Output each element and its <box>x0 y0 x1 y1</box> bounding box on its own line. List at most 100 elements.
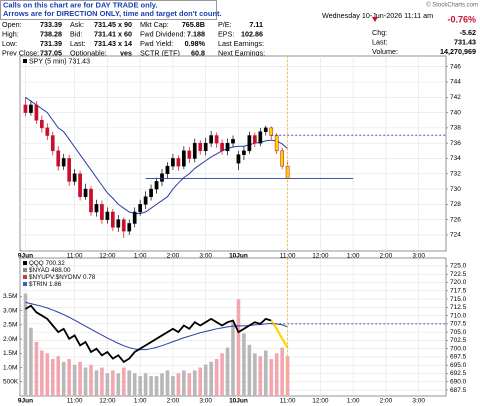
x-tick-label: 9Jun <box>18 398 33 405</box>
candle-body <box>29 104 33 113</box>
y-tick-label: 734 <box>450 155 461 162</box>
stat-label: Volume: <box>372 47 398 56</box>
y-tick-label: 725.0 <box>450 263 467 270</box>
volume-bar <box>143 373 148 396</box>
quote-value: yes <box>120 48 132 57</box>
stat-value: 731.43 <box>454 37 476 46</box>
candle-body <box>220 142 224 152</box>
volume-bar <box>94 370 99 396</box>
change-pct: -0.76% <box>447 14 476 24</box>
y-tick-label: 707.5 <box>450 321 467 328</box>
candle-body <box>252 135 257 144</box>
y-tick-label: 715.0 <box>450 296 467 303</box>
x-tick-label: 11:00 <box>280 253 296 260</box>
legend-swatch <box>23 261 27 265</box>
volume-bar <box>253 353 257 396</box>
volume-tick-label: 3.5M <box>3 293 17 300</box>
volume-tick-label: 2.5M <box>3 322 17 329</box>
notice-box <box>0 0 217 20</box>
quote-label: Bid: <box>70 29 82 38</box>
candle-body <box>160 173 164 182</box>
volume-bar <box>171 376 175 396</box>
y-tick-label: 690.0 <box>450 378 467 385</box>
candle-body <box>258 131 263 144</box>
candle-body <box>105 211 110 220</box>
candle-body <box>78 173 82 197</box>
quote-value: 731.41 x 60 <box>94 29 132 38</box>
volume-bar <box>138 376 142 396</box>
candle-body <box>176 158 181 167</box>
notice-line: Arrows are for DIRECTION ONLY, time and … <box>3 9 222 18</box>
candle-body <box>280 150 285 167</box>
price-line <box>24 304 272 364</box>
x-tick-label: 2:00 <box>380 253 393 260</box>
x-tick-label: 12:00 <box>312 253 329 260</box>
volume-bar <box>78 361 82 396</box>
candle-body <box>127 223 132 232</box>
volume-bar <box>165 370 170 396</box>
x-tick-label: 1:00 <box>134 253 147 260</box>
quote-value: 738.28 <box>40 29 62 38</box>
candle-body <box>72 173 77 182</box>
candle-body <box>203 142 208 152</box>
volume-bar <box>127 370 132 396</box>
quote-value: 731.43 x 14 <box>94 39 132 48</box>
volume-bar <box>236 299 241 396</box>
price-line-highlight <box>270 319 289 349</box>
volume-bar <box>220 353 224 396</box>
volume-tick-label: 1.5M <box>3 350 17 357</box>
quote-value: 60.8 <box>191 48 205 57</box>
candle-body <box>269 127 274 136</box>
volume-bar <box>50 359 55 396</box>
y-tick-label: 700.0 <box>450 345 467 352</box>
y-tick-label: 687.5 <box>450 387 467 394</box>
x-tick-label: 2:00 <box>167 398 180 405</box>
candle-body <box>165 165 170 175</box>
volume-bar <box>72 364 77 396</box>
volume-bar <box>209 361 213 396</box>
candle-body <box>94 204 99 213</box>
volume-bar <box>263 350 268 396</box>
x-tick-label: 11:00 <box>67 398 83 405</box>
candle-body <box>198 142 203 152</box>
legend-title: SPY (5 min) 731.43 <box>29 58 90 65</box>
x-tick-label: 12:00 <box>99 398 116 405</box>
down-arrow <box>372 17 378 22</box>
copyright: © StockCharts.com <box>426 2 478 9</box>
y-tick-label: 722.5 <box>450 271 467 278</box>
x-tick-label: 3:00 <box>199 398 212 405</box>
candle-body <box>45 127 50 136</box>
volume-bar <box>56 356 61 396</box>
candle-body <box>225 142 230 152</box>
volume-tick-label: 2.0M <box>3 336 17 343</box>
y-tick-label: 726 <box>450 216 461 223</box>
legend-swatch <box>23 59 27 63</box>
volume-bar <box>187 373 192 396</box>
legend-swatch <box>23 275 27 279</box>
volume-bar <box>242 333 246 396</box>
legend-label: $TRIN 1.86 <box>29 281 62 288</box>
x-tick-label: 3:00 <box>199 253 212 260</box>
candle-body <box>138 204 143 213</box>
stat-label: Chg: <box>372 28 387 37</box>
y-tick-label: 732 <box>450 170 461 177</box>
y-tick-label: 710.0 <box>450 312 467 319</box>
candle-body <box>39 119 44 129</box>
y-tick-label: 705.0 <box>450 329 467 336</box>
volume-bar <box>61 361 66 396</box>
candle-body <box>154 181 159 190</box>
y-tick-label: 712.5 <box>450 304 467 311</box>
y-tick-label: 742 <box>450 94 461 101</box>
candle-body <box>231 139 235 144</box>
candle-body <box>34 104 39 121</box>
candle-body <box>50 135 55 152</box>
y-tick-label: 697.5 <box>450 354 467 361</box>
candle-body <box>121 219 126 232</box>
stat-label: Last: <box>372 37 388 46</box>
candle-body <box>274 135 279 152</box>
y-tick-label: 728 <box>450 201 461 208</box>
quote-label: Next Earnings: <box>218 48 265 57</box>
candle-body <box>143 196 148 205</box>
candle-body <box>83 188 88 197</box>
